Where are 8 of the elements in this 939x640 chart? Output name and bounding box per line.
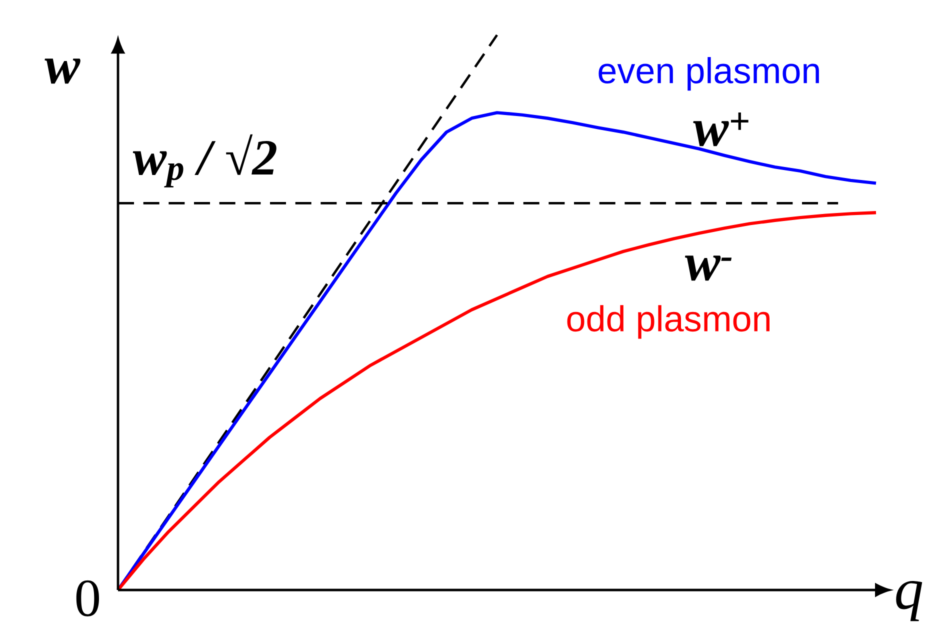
ref-line-label: w$_{p}$ / √2 <box>132 134 276 188</box>
series-label: odd plasmon <box>567 305 770 339</box>
text: 0 <box>76 580 99 616</box>
y-axis-title: w <box>44 58 80 84</box>
annotation: w$^{-}$ <box>684 256 732 281</box>
x-axis-title: q <box>896 581 922 622</box>
series-label: even plasmon <box>598 57 819 91</box>
annotation: w$^{+}$ <box>693 112 748 146</box>
